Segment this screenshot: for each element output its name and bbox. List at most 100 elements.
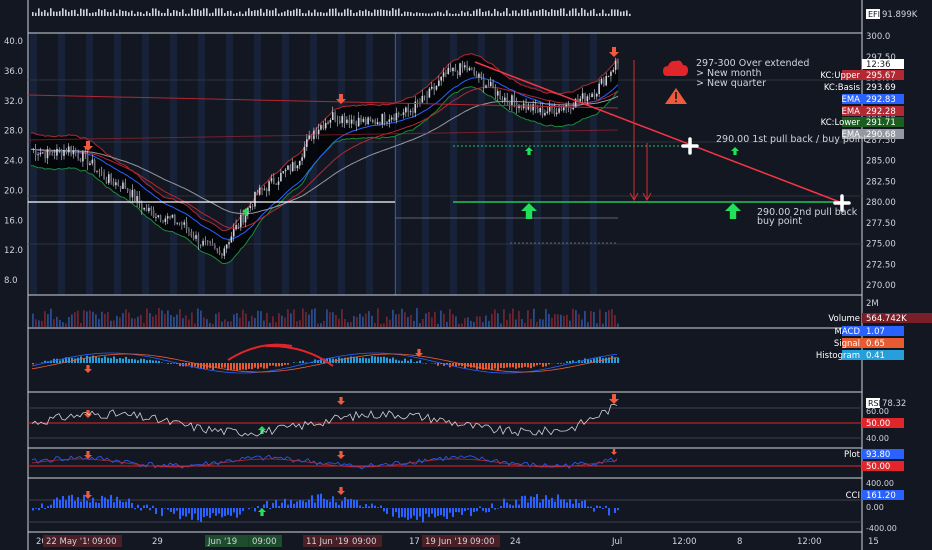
candle-body: [511, 95, 513, 106]
efi-bar: [608, 13, 610, 16]
session-stripe: [142, 33, 149, 295]
candle-body: [140, 203, 143, 210]
candle-body: [122, 182, 124, 189]
pullback2-marker: [833, 194, 851, 212]
efi-value: 91.899K: [882, 10, 918, 20]
buy-arrow-small: [242, 208, 250, 216]
macd-histogram-bar: [566, 361, 568, 363]
warning-text-2: > New month: [696, 68, 762, 79]
macd-histogram-bar: [194, 363, 196, 367]
efi-bar: [476, 9, 478, 16]
macd-histogram-bar: [278, 363, 280, 367]
macd-histogram-bar: [62, 359, 64, 363]
cci-bar: [77, 497, 79, 508]
candle-body: [124, 182, 127, 189]
efi-bar: [173, 10, 175, 16]
volume-bar: [275, 322, 277, 327]
ema-red-line: [31, 86, 619, 229]
macd-histogram-bar: [377, 356, 379, 363]
time-axis-label: 09:00: [352, 537, 377, 547]
macd-histogram-bar: [560, 363, 562, 364]
volume-bar: [506, 319, 508, 327]
candle-body: [570, 106, 572, 110]
volume-bar: [356, 317, 358, 327]
candle-body: [614, 60, 617, 70]
time-axis: 20 22 May '19 09:00 29 Jun '19 09:00 11 Jun '1…: [36, 535, 879, 547]
macd-pane: MACD 1.07 Signal 0.65 Histogram 0.41: [31, 326, 904, 374]
candle-body: [331, 112, 334, 120]
efi-bar: [500, 12, 502, 16]
volume-bar: [596, 323, 598, 327]
efi-bar: [296, 8, 298, 16]
price-pane[interactable]: [27, 47, 862, 516]
volume-bar: [155, 314, 157, 327]
volume-bar: [53, 319, 55, 327]
volume-bar: [443, 313, 445, 327]
candle-body: [301, 157, 303, 161]
volume-bar: [263, 320, 265, 327]
volume-bar: [455, 316, 457, 327]
candle-body: [393, 117, 395, 121]
cci-bar: [422, 508, 424, 523]
efi-bar: [539, 9, 541, 16]
macd-histogram-bar: [344, 357, 346, 363]
volume-bar: [140, 314, 142, 327]
macd-histogram-bar: [542, 363, 544, 367]
candle-body: [195, 235, 197, 239]
candle-body: [584, 93, 586, 102]
macd-histogram-bar: [503, 363, 505, 369]
cci-pane: 400.00 0.00 -400.00 CCI 161.20: [28, 479, 904, 533]
volume-bar: [518, 310, 520, 327]
cci-bar: [416, 508, 418, 520]
rsi-level-box: [862, 418, 904, 428]
legend-value-box: [862, 70, 904, 80]
candle-body: [544, 112, 546, 116]
macd-histogram-bar: [44, 360, 46, 363]
cci-bar: [137, 504, 139, 508]
efi-bar: [308, 10, 310, 16]
volume-bar: [125, 309, 127, 327]
volume-bar: [431, 317, 433, 327]
efi-bar: [314, 9, 316, 16]
macd-histogram-bar: [611, 356, 613, 363]
candle-body: [188, 229, 190, 232]
efi-bar: [59, 11, 61, 16]
efi-bar: [431, 13, 433, 16]
efi-bar: [323, 12, 325, 16]
volume-bar: [377, 308, 379, 327]
cci-bar: [176, 508, 178, 511]
candle-body: [388, 119, 391, 122]
macd-legend-name: Signal: [834, 339, 860, 349]
volume-bar: [326, 309, 328, 327]
efi-bar: [194, 9, 196, 16]
candle-body: [343, 116, 346, 123]
candle-body: [581, 93, 584, 99]
cci-bar: [161, 508, 163, 517]
efi-bar: [236, 12, 238, 16]
candle-body: [79, 158, 82, 162]
candle-body: [211, 243, 214, 246]
session-stripe: [394, 33, 401, 295]
cci-bar: [533, 496, 535, 508]
macd-histogram-bar: [119, 357, 121, 363]
volume-bar: [320, 323, 322, 327]
volume-bar: [245, 313, 247, 327]
time-label-box: [303, 535, 363, 547]
efi-bar: [269, 10, 271, 16]
macd-histogram-bar: [473, 363, 475, 368]
volume-bar: [308, 314, 310, 327]
candle-body: [105, 179, 108, 184]
candle-body: [46, 149, 49, 159]
volume-bar: [230, 321, 232, 327]
efi-bar: [56, 11, 58, 16]
volume-bar: [545, 309, 547, 327]
efi-bar: [452, 13, 454, 16]
efi-bar: [482, 11, 484, 16]
efi-bar: [266, 9, 268, 16]
efi-bar: [449, 13, 451, 16]
pullback1-text: 290.00 1st pull back / buy point: [716, 134, 867, 145]
volume-bar: [584, 310, 586, 327]
cci-bar: [236, 508, 238, 518]
plot-signal-line: [31, 458, 618, 468]
